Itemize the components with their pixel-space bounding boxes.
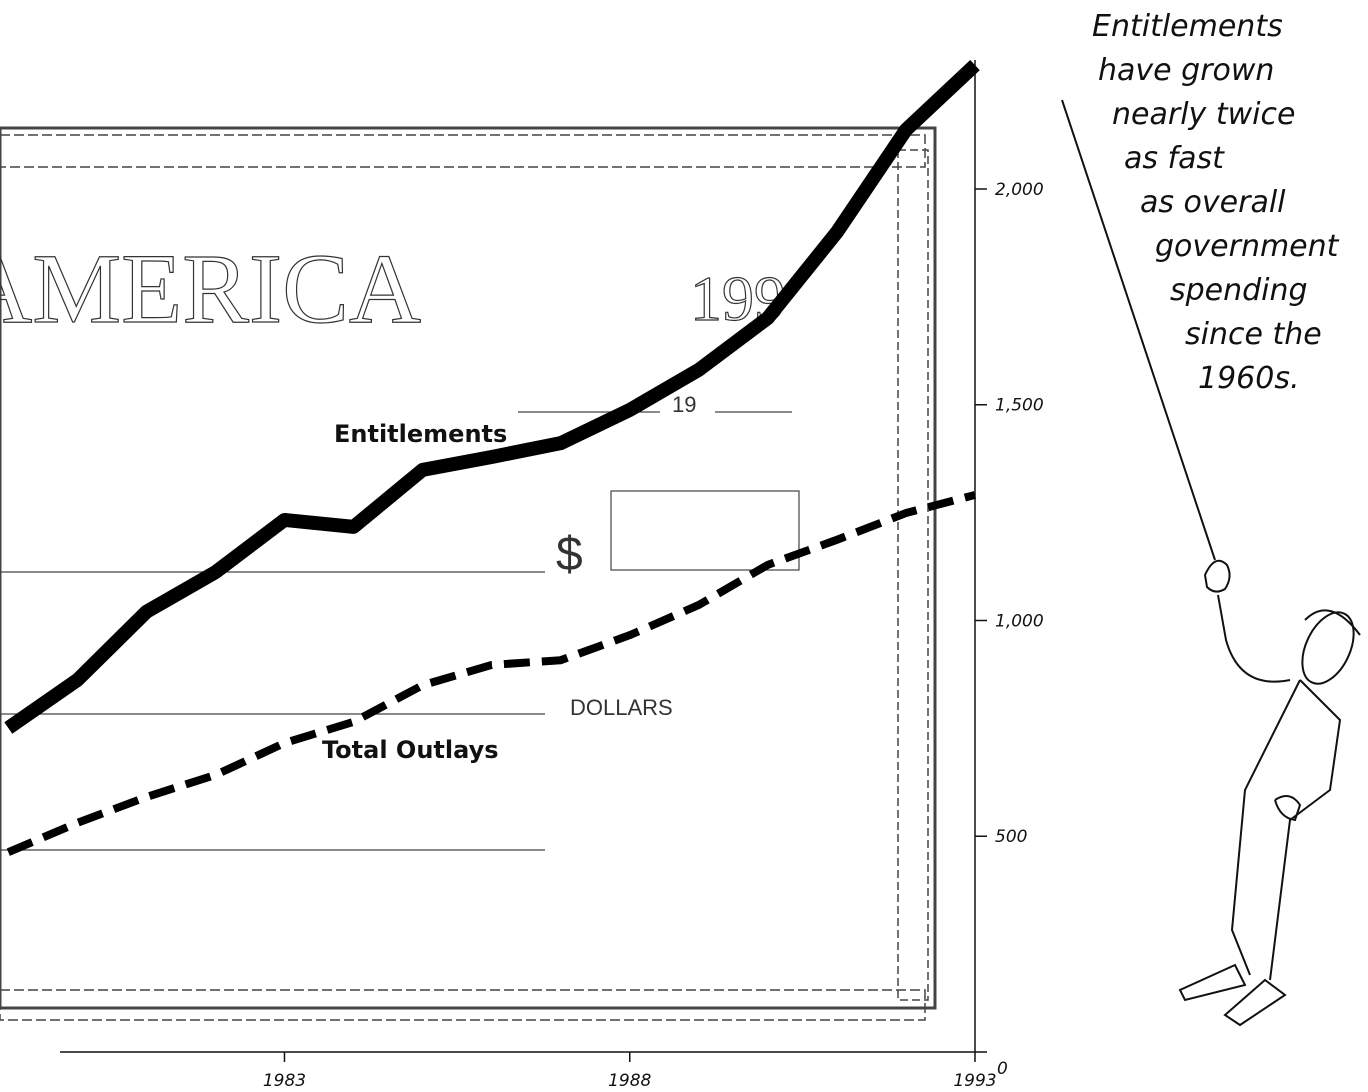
x-tick-label: 1988 [608, 1071, 651, 1091]
annotation: Entitlements [1092, 9, 1283, 44]
y-tick-label: 1,000 [995, 611, 1044, 631]
annotation: as fast [1124, 141, 1225, 176]
annotation: 1960s. [1198, 361, 1300, 396]
y-tick-label: 0 [997, 1059, 1008, 1079]
annotation: since the [1185, 317, 1322, 352]
annotation: spending [1170, 273, 1308, 308]
annotation: government [1155, 229, 1340, 264]
check-currency: $ [556, 528, 583, 581]
y-tick-label: 1,500 [995, 396, 1044, 416]
check-pattern [897, 149, 929, 1001]
hat [1304, 609, 1361, 636]
x-tick-label: 1983 [263, 1071, 306, 1091]
check-amount-word: DOLLARS [570, 695, 673, 720]
check-date-prefix: 19 [672, 392, 696, 417]
foot [1223, 978, 1287, 1027]
series-line [6, 491, 977, 856]
annotation: nearly twice [1112, 97, 1295, 132]
series-label: Total Outlays [322, 736, 499, 764]
hand [1274, 795, 1302, 822]
x-tick-label: 1993 [953, 1071, 996, 1091]
body [1230, 679, 1342, 981]
check-background [0, 126, 937, 1021]
foot [1178, 963, 1247, 1002]
amount-box [610, 490, 800, 571]
pointer [1061, 99, 1216, 561]
head [1301, 611, 1355, 685]
hand [1203, 559, 1231, 593]
y-tick-label: 2,000 [995, 180, 1044, 200]
check-border [0, 126, 937, 1010]
arm [1217, 594, 1291, 683]
check-word: AMERICA [0, 233, 421, 344]
series-line [4, 60, 980, 734]
annotation: have grown [1098, 53, 1274, 88]
y-tick-label: 500 [995, 827, 1027, 847]
stick-figure [1061, 99, 1361, 1027]
annotation: as overall [1140, 185, 1286, 220]
series-label: Entitlements [334, 420, 507, 448]
check-pattern [0, 989, 926, 1021]
check-pattern [0, 134, 926, 168]
